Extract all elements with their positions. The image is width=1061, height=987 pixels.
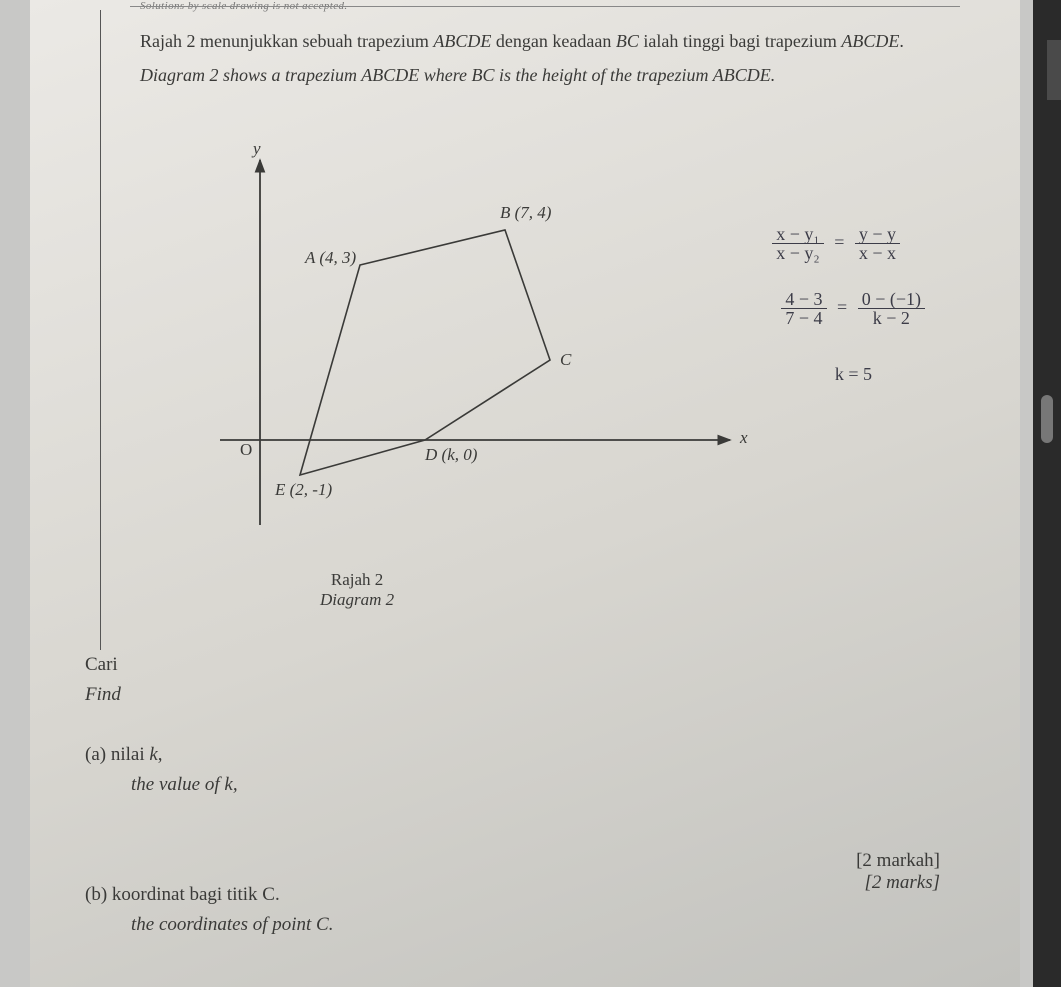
- point-B-label: B (7, 4): [500, 203, 551, 223]
- caption-english: Diagram 2: [320, 590, 394, 610]
- question-a: (a) nilai k, the value of k,: [85, 740, 238, 801]
- diagram-2: y x O A (4, 3) B (7, 4) C D (k, 0) E (2,…: [200, 145, 760, 565]
- question-b: (b) koordinat bagi titik C. the coordina…: [85, 880, 333, 941]
- marks-english: [2 marks]: [856, 872, 940, 894]
- point-A-label: A (4, 3): [305, 248, 356, 268]
- point-C-label: C: [560, 350, 571, 370]
- margin-rule: [100, 10, 101, 650]
- point-E-label: E (2, -1): [275, 480, 332, 500]
- scroll-thumb[interactable]: [1041, 395, 1053, 443]
- diagram-caption: Rajah 2 Diagram 2: [320, 570, 394, 610]
- x-axis-label: x: [740, 428, 748, 448]
- y-axis-label: y: [253, 139, 261, 159]
- handwriting-eq3: k = 5: [835, 365, 872, 383]
- marks-block: [2 markah] [2 marks]: [856, 850, 940, 894]
- point-D-label: D (k, 0): [425, 445, 477, 465]
- find-malay: Cari: [85, 650, 121, 680]
- handwriting-eq1: x − y₁x − y₂ = y − yx − x: [772, 225, 900, 262]
- handwriting-eq2: 4 − 37 − 4 = 0 − (−1)k − 2: [781, 290, 925, 327]
- page-edge-notch: [1047, 40, 1061, 100]
- problem-malay: Rajah 2 menunjukkan sebuah trapezium ABC…: [140, 28, 960, 56]
- problem-english: Diagram 2 shows a trapezium ABCDE where …: [140, 62, 960, 90]
- question-a-malay: (a) nilai k,: [85, 740, 238, 770]
- find-header: Cari Find: [85, 650, 121, 711]
- problem-statement: Rajah 2 menunjukkan sebuah trapezium ABC…: [140, 28, 960, 90]
- find-english: Find: [85, 680, 121, 710]
- exam-page: Solutions by scale drawing is not accept…: [30, 0, 1020, 987]
- question-a-english: the value of k,: [85, 770, 238, 800]
- diagram-svg: [200, 145, 760, 565]
- origin-label: O: [240, 440, 252, 460]
- marks-malay: [2 markah]: [856, 850, 940, 872]
- caption-malay: Rajah 2: [320, 570, 394, 590]
- question-b-malay: (b) koordinat bagi titik C.: [85, 880, 333, 910]
- page-edge-dark: [1033, 0, 1061, 987]
- question-b-english: the coordinates of point C.: [85, 910, 333, 940]
- top-hr: [130, 6, 960, 7]
